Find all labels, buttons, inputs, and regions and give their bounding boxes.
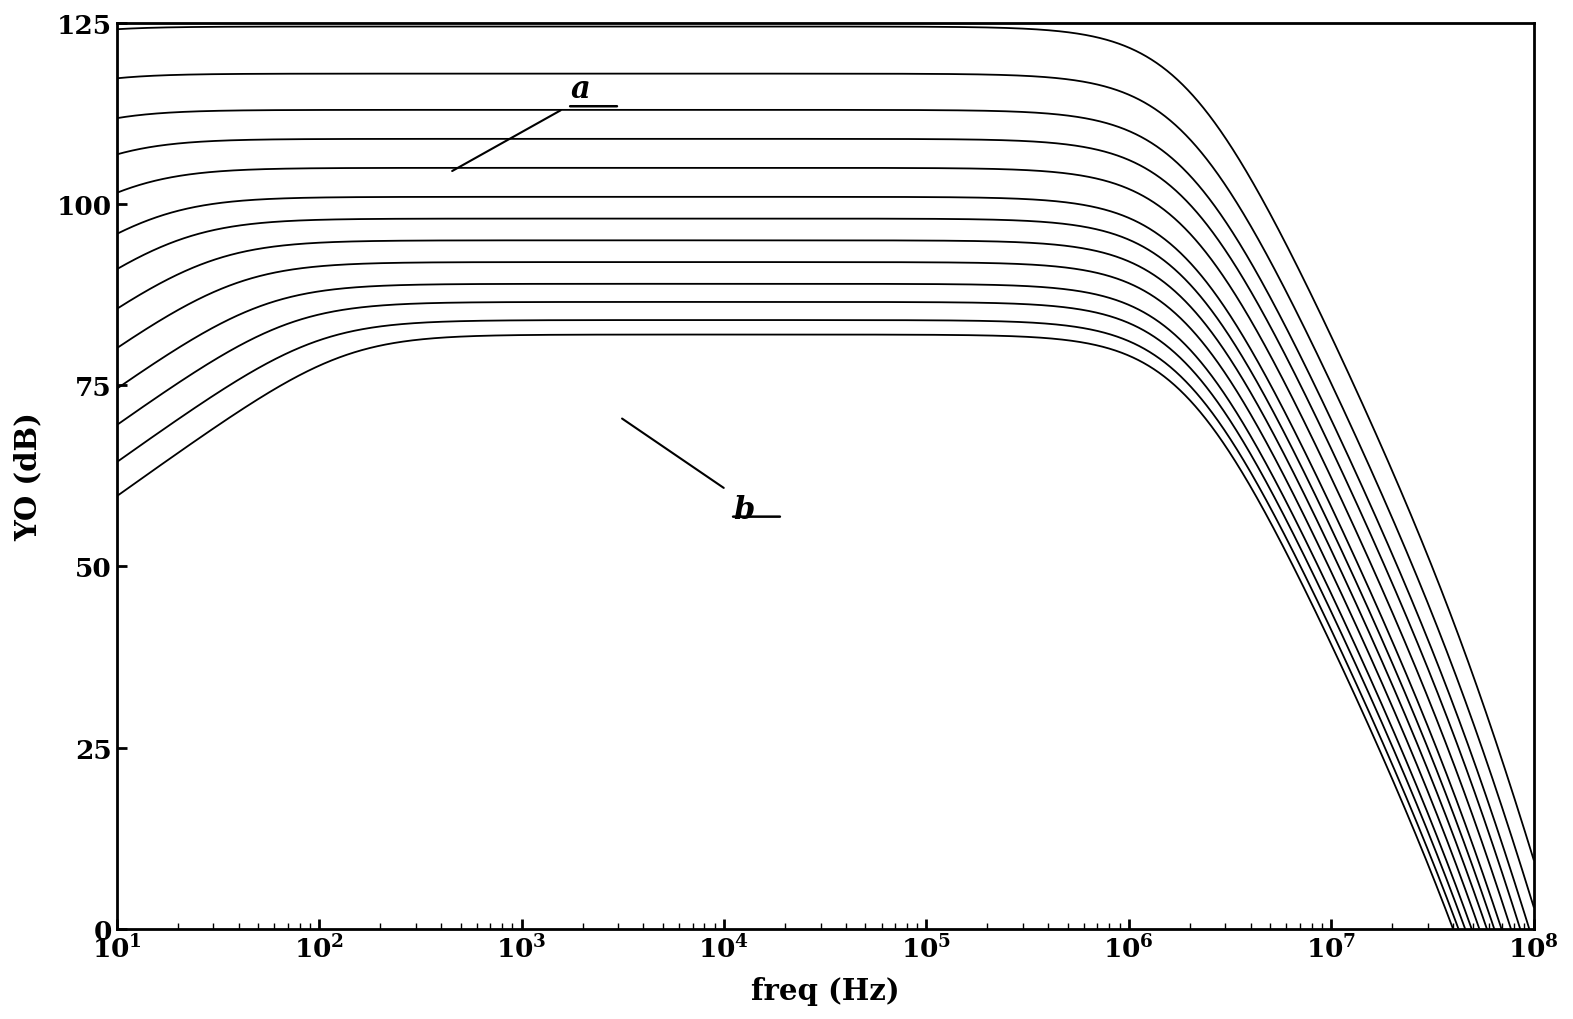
X-axis label: freq (Hz): freq (Hz) (750, 976, 900, 1005)
Text: b: b (733, 494, 755, 526)
Y-axis label: YO (dB): YO (dB) (14, 412, 42, 541)
Text: a: a (569, 74, 590, 105)
